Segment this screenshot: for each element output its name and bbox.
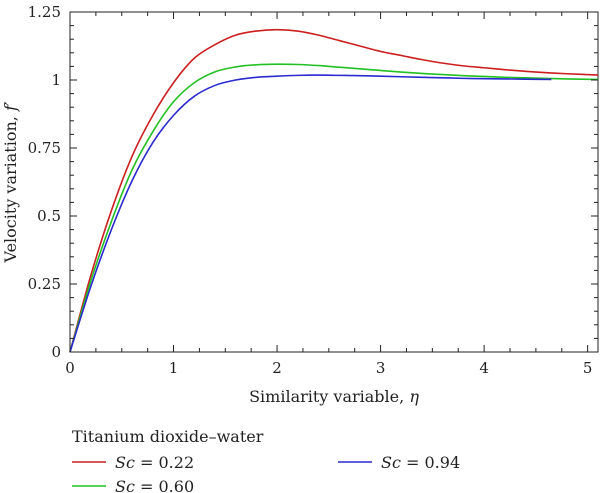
legend: Titanium dioxide–water Sc = 0.22 Sc = 0.… <box>72 427 460 493</box>
x-tick-label: 3 <box>376 359 386 377</box>
legend-label-sc-060: Sc = 0.60 <box>115 477 194 493</box>
x-tick-label: 1 <box>169 359 179 377</box>
legend-label-sc-022: Sc = 0.22 <box>115 453 194 472</box>
x-tick-label: 4 <box>479 359 489 377</box>
x-tick-label: 5 <box>583 359 593 377</box>
legend-label-sc-094: Sc = 0.94 <box>381 453 460 472</box>
y-tick-label: 1 <box>51 71 61 89</box>
series-layer <box>69 28 599 353</box>
series-line-2 <box>69 74 552 353</box>
series-line-0 <box>69 28 599 353</box>
series-line-1 <box>69 63 599 353</box>
plot-area: 0 1 2 3 4 5 0 0.25 0.5 0.75 1 1.25 <box>28 3 599 377</box>
y-tick-label: 0.25 <box>28 275 61 293</box>
y-tick-label: 0 <box>51 343 61 361</box>
plot-frame <box>69 11 599 353</box>
x-axis-label: Similarity variable, η <box>249 387 419 406</box>
y-tick-label: 1.25 <box>28 3 61 21</box>
y-tick-label: 0.5 <box>37 207 61 225</box>
x-tick-label: 0 <box>65 359 75 377</box>
tick-layer: 0 1 2 3 4 5 0 0.25 0.5 0.75 1 1.25 <box>28 3 598 377</box>
x-tick-label: 2 <box>272 359 282 377</box>
y-axis-label: Velocity variation, f′ <box>1 101 20 263</box>
y-tick-label: 0.75 <box>28 139 61 157</box>
legend-title: Titanium dioxide–water <box>72 427 264 446</box>
